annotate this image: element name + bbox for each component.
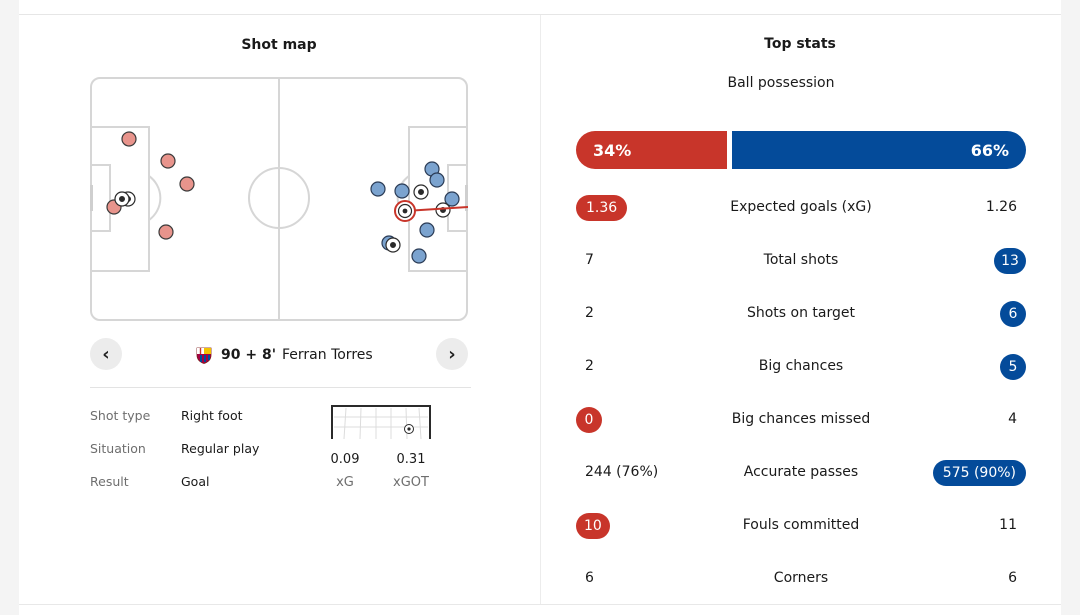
stat-row-corners: 6 Corners 6 [576, 566, 1026, 592]
stat-row-shots-on-target: 2 Shots on target 6 [576, 301, 1026, 327]
team-crest-icon [196, 347, 212, 364]
stat-home-value: 1.36 [576, 195, 628, 221]
shot-type-value: Right foot [181, 408, 243, 423]
shot-minute: 90 + 8' [221, 347, 276, 363]
chevron-left-icon: ‹ [102, 343, 110, 365]
stat-away-value: 4 [1008, 411, 1017, 427]
bottom-edge [19, 604, 1061, 615]
top-edge [19, 0, 1061, 15]
goal-mouth-diagram [331, 405, 431, 439]
chevron-right-icon: › [448, 343, 456, 365]
possession-away-bar: 66% [732, 131, 1026, 169]
stat-label: Expected goals (xG) [730, 199, 872, 215]
stat-away-value: 1.26 [985, 199, 1017, 215]
stat-label: Big chances missed [731, 411, 871, 427]
stat-away-value: 5 [1000, 354, 1026, 380]
xg-value: 0.09 [330, 452, 360, 467]
stat-label: Total shots [763, 252, 839, 268]
column-divider [540, 15, 541, 605]
xgot-value: 0.31 [396, 452, 426, 467]
stat-home-value: 2 [585, 305, 594, 321]
shot-player-name: Ferran Torres [282, 347, 373, 363]
stat-home-value: 2 [585, 358, 594, 374]
stat-away-value: 13 [994, 248, 1026, 274]
shot-type-label: Shot type [90, 408, 151, 423]
match-stats-card: Shot map [19, 14, 1061, 605]
selected-shot-info: 90 + 8' Ferran Torres [195, 345, 373, 365]
stat-away-value: 11 [999, 517, 1017, 533]
stat-home-value: 0 [576, 407, 602, 433]
stat-label: Big chances [758, 358, 844, 374]
result-label: Result [90, 474, 129, 489]
next-shot-button[interactable]: › [436, 338, 468, 370]
possession-home-value: 34% [593, 140, 632, 160]
shot-map-title: Shot map [241, 37, 317, 53]
stat-away-value: 575 (90%) [932, 460, 1026, 486]
stat-away-value: 6 [1008, 570, 1017, 586]
stat-row-big-chances: 2 Big chances 5 [576, 354, 1026, 380]
stat-label: Accurate passes [743, 464, 859, 480]
xg-label: xG [336, 475, 354, 490]
stat-away-value: 6 [1000, 301, 1026, 327]
stat-label: Shots on target [746, 305, 855, 321]
possession-away-value: 66% [970, 140, 1009, 160]
stat-row-fouls: 10 Fouls committed 11 [576, 513, 1026, 539]
situation-value: Regular play [181, 441, 260, 456]
stat-home-value: 244 (76%) [585, 464, 659, 480]
possession-label: Ball possession [727, 75, 835, 91]
possession-home-bar: 34% [576, 131, 727, 169]
stat-label: Fouls committed [742, 517, 860, 533]
result-value: Goal [181, 474, 210, 489]
shot-map-pitch[interactable] [90, 77, 468, 321]
stat-row-accurate-passes: 244 (76%) Accurate passes 575 (90%) [576, 460, 1026, 486]
xgot-label: xGOT [393, 475, 429, 490]
stat-home-value: 7 [585, 252, 594, 268]
previous-shot-button[interactable]: ‹ [90, 338, 122, 370]
stat-label: Corners [773, 570, 829, 586]
stat-row-big-chances-missed: 0 Big chances missed 4 [576, 407, 1026, 433]
separator [90, 387, 471, 388]
stat-home-value: 6 [585, 570, 594, 586]
top-stats-title: Top stats [764, 36, 836, 52]
stat-home-value: 10 [576, 513, 610, 539]
stat-row-total-shots: 7 Total shots 13 [576, 248, 1026, 274]
situation-label: Situation [90, 441, 146, 456]
stat-row-xg: 1.36 Expected goals (xG) 1.26 [576, 195, 1026, 221]
